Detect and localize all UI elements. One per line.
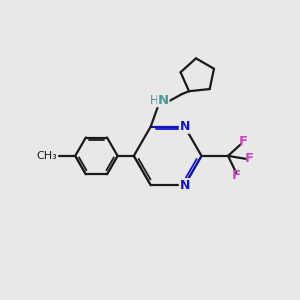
Text: F: F [239, 135, 248, 148]
Text: F: F [232, 169, 241, 182]
Text: F: F [245, 152, 254, 165]
Text: N: N [179, 120, 190, 133]
Text: N: N [158, 94, 169, 106]
Text: CH₃: CH₃ [37, 151, 58, 161]
Text: N: N [179, 179, 190, 192]
Text: H: H [150, 94, 159, 106]
